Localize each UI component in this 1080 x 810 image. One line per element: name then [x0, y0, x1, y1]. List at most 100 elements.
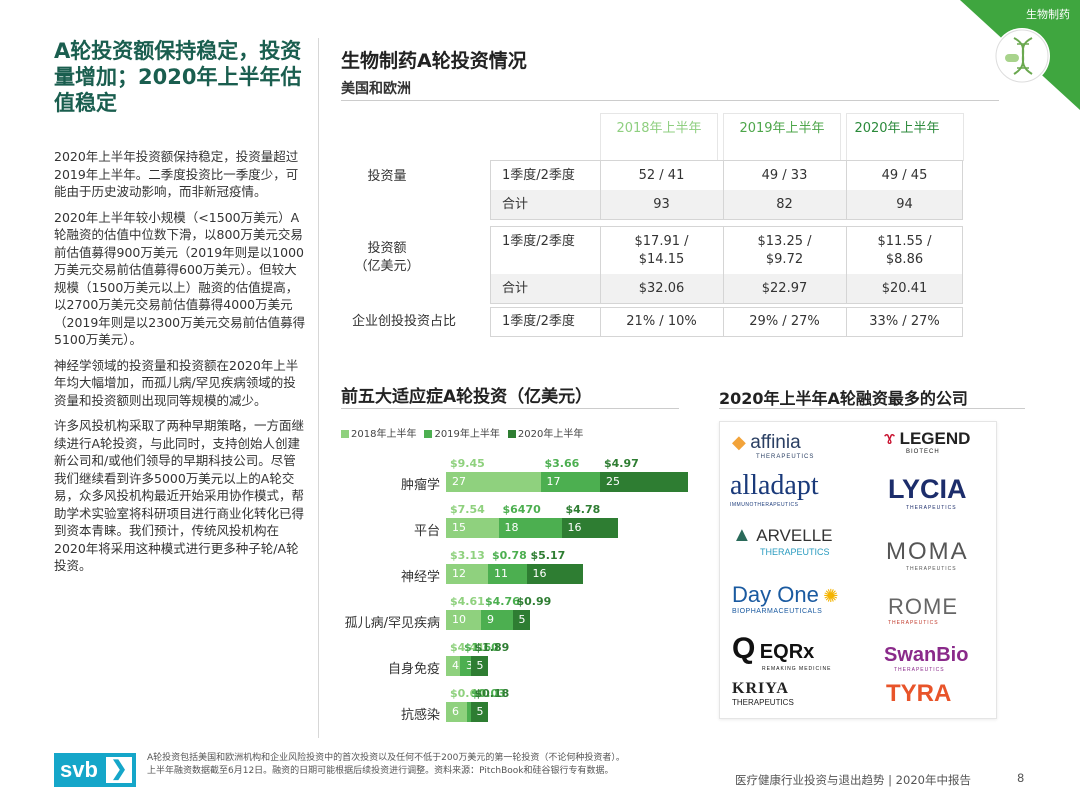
- chevron-right-icon: ❯: [106, 757, 132, 783]
- row-sublabel: 1季度/2季度: [502, 167, 575, 183]
- paragraph: 神经学领域的投资量和投资额在2020年上半年均大幅增加，而孤儿病/罕见疾病领域的…: [54, 357, 299, 408]
- table-cell: $32.06: [638, 280, 685, 296]
- logo-moma: MOMA THERAPEUTICS: [886, 538, 969, 572]
- table-cell: $20.41: [881, 280, 928, 296]
- amount-label: $3.66: [544, 457, 580, 470]
- bar-segment: 10: [446, 610, 481, 630]
- category-label: 神经学: [400, 570, 440, 585]
- title-rule: [341, 408, 679, 409]
- bar-segment: 25: [600, 472, 688, 492]
- amount-label: $4.76: [485, 595, 520, 608]
- paragraph: 许多风投机构采取了两种早期策略，一方面继续进行A轮投资，与此同时，支持创始人创建…: [54, 418, 305, 573]
- bar-segment: 9: [481, 610, 513, 630]
- bar-segment: 16: [526, 564, 583, 584]
- column-header: 2019年上半年: [739, 121, 825, 136]
- sun-icon: ✺: [823, 586, 839, 606]
- title-rule: [341, 100, 999, 101]
- logo-lycia: LYCIA THERAPEUTICS: [888, 474, 967, 511]
- column-header: 2018年上半年: [616, 121, 702, 136]
- col-divider: [846, 227, 847, 303]
- amount-label: $4.78: [565, 503, 601, 516]
- amount-label: $1.89: [474, 641, 510, 654]
- table-cell: $17.91 / $14.15: [634, 234, 689, 267]
- svb-logo: svb ❯: [54, 753, 136, 787]
- bar-segment: 5: [512, 610, 530, 630]
- row-sublabel: 1季度/2季度: [502, 314, 575, 329]
- amount-label: $1.60: [464, 641, 499, 654]
- table-cell: $22.97: [761, 280, 808, 296]
- section-tab-label: 生物制药: [1026, 8, 1070, 21]
- legend-swatch: [507, 430, 516, 438]
- col-divider: [846, 161, 847, 219]
- amount-label: $4.41: [450, 641, 485, 654]
- legend-swatch: [424, 430, 433, 438]
- report-name: 医疗健康行业投资与退出趋势 | 2020年中报告: [735, 773, 971, 787]
- legend-label: 2019年上半年: [434, 429, 500, 440]
- row-shade: [491, 274, 962, 303]
- eqrx-q-icon: Q: [732, 632, 756, 665]
- table-cell: $11.55 / $8.86: [877, 234, 932, 267]
- page-title: A轮投资额保持稳定，投资量增加；2020年上半年估值稳定: [54, 39, 302, 115]
- table-title: 生物制药A轮投资情况: [341, 50, 527, 72]
- paragraph: 2020年上半年较小规模（<1500万美元）A轮融资的估值中位数下滑，以800万…: [54, 209, 306, 348]
- category-label: 抗感染: [400, 708, 440, 723]
- amount-label: $0.78: [492, 549, 527, 562]
- legend-mark-icon: ɤ: [884, 428, 896, 448]
- row-group-label: 企业创投投资占比: [352, 314, 457, 329]
- amount-label: $9.45: [450, 457, 485, 470]
- col-divider: [723, 227, 724, 303]
- legend-item: 2020年上半年: [507, 425, 583, 440]
- amount-label: $6470: [502, 503, 541, 516]
- column-divider: [318, 38, 319, 738]
- category-label: 孤儿病/罕见疾病: [344, 616, 440, 631]
- table-cell: 52 / 41: [638, 167, 685, 183]
- row-sublabel: 合计: [502, 280, 529, 296]
- category-label: 自身免疫: [387, 662, 440, 677]
- chart-title: 前五大适应症A轮投资（亿美元）: [341, 387, 593, 407]
- bar-segment: 12: [446, 564, 488, 584]
- category-label: 肿瘤学: [400, 478, 440, 493]
- section-tab: 生物制药: [960, 0, 1080, 110]
- row-sublabel: 合计: [502, 196, 529, 212]
- dna-icon: [1005, 37, 1033, 75]
- bar-segment: 6: [446, 702, 467, 722]
- row-group-label: 投资额 （亿美元）: [354, 241, 420, 274]
- col-divider: [723, 308, 724, 336]
- table-cell: 93: [653, 196, 670, 212]
- left-column: A轮投资额保持稳定，投资量增加；2020年上半年估值稳定: [54, 38, 306, 116]
- logo-alladapt: alladapt IMMUNOTHERAPEUTICS: [730, 470, 819, 508]
- row-group-box: [490, 307, 963, 337]
- col-divider: [723, 161, 724, 219]
- amount-label: $4.61: [450, 595, 485, 608]
- row-group-label: 投资量: [367, 169, 407, 184]
- row-shade: [491, 190, 962, 219]
- affinia-mark-icon: ◆: [732, 432, 746, 452]
- col-divider: [600, 161, 601, 219]
- col-divider: [846, 308, 847, 336]
- bar-segment: 17: [540, 472, 600, 492]
- bar-segment: 16: [561, 518, 618, 538]
- logos-title: 2020年上半年A轮融资最多的公司: [719, 389, 968, 408]
- col-divider: [600, 308, 601, 336]
- logo-affinia: ◆ affinia THERAPEUTICS: [732, 432, 815, 460]
- bar-segment: 1: [467, 702, 473, 722]
- bar-segment: 5: [470, 656, 488, 676]
- logo-tyra: TYRA: [886, 680, 952, 707]
- bar-segment: 3: [460, 656, 471, 676]
- logo-rome: ROME THERAPEUTICS: [888, 594, 958, 626]
- company-logos-panel: ◆ affinia THERAPEUTICS ɤ LEGEND BIOTECH …: [719, 421, 997, 719]
- legend-swatch: [341, 430, 349, 438]
- table-cell: 82: [776, 196, 793, 212]
- table-cell: 49 / 33: [761, 167, 808, 183]
- left-body: 2020年上半年投资额保持稳定，投资量超过2019年上半年。二季度投资比一季度少…: [54, 148, 306, 583]
- legend-label: 2018年上半年: [351, 429, 417, 440]
- amount-label: $0.60: [450, 687, 485, 700]
- bar-segment: 18: [498, 518, 562, 538]
- table-subtitle: 美国和欧洲: [341, 81, 411, 97]
- row-sublabel: 1季度/2季度: [502, 234, 575, 249]
- amount-label: $5.17: [530, 549, 566, 562]
- table-cell: 94: [896, 196, 913, 212]
- amount-label: $3.13: [450, 549, 485, 562]
- arvelle-mark-icon: ▲: [732, 524, 752, 546]
- bar-segment: 27: [446, 472, 541, 492]
